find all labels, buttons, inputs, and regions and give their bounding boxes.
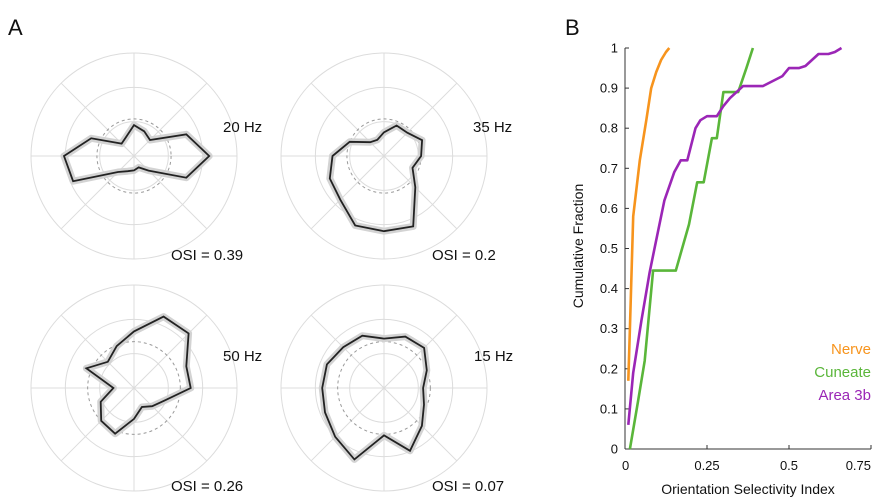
y-tick-label: 0.2	[600, 361, 618, 376]
tuning-error-band	[326, 122, 426, 235]
polar-spoke	[60, 387, 135, 462]
polar-ring	[64, 318, 204, 458]
tuning-curve	[328, 124, 424, 233]
cdf-series	[627, 46, 843, 450]
polar-canvas	[280, 284, 488, 492]
polar-canvas	[30, 52, 238, 260]
polar-ring	[314, 318, 454, 458]
polar-spoke	[60, 155, 135, 230]
osi-label: OSI = 0.26	[171, 478, 243, 495]
x-tick-label: 0.5	[780, 458, 798, 473]
y-tick-label: 0.5	[600, 241, 618, 256]
polar-spoke	[133, 314, 208, 389]
legend-cuneate: Cuneate	[814, 364, 871, 381]
polar-spoke	[60, 314, 135, 389]
series-line-area-3b	[627, 46, 843, 426]
polar-ring	[349, 353, 419, 423]
series-line-cuneate	[628, 47, 755, 450]
polar-plot-50hz: 50 Hz OSI = 0.26	[30, 284, 262, 495]
y-tick-label: 0.1	[600, 401, 618, 416]
polar-panel: 20 Hz OSI = 0.39 35 Hz OSI = 0.2 50 Hz O…	[30, 52, 513, 495]
reference-circle	[87, 341, 181, 435]
polar-ring	[314, 86, 454, 226]
x-tick-label: 0	[622, 458, 629, 473]
y-tick-label: 0.3	[600, 321, 618, 336]
polar-spoke	[383, 82, 458, 157]
polar-ring	[280, 284, 488, 492]
cdf-panel: 0 0.1 0.2 0.3 0.4 0.5 0.6 0.7 0.8 0.9 1 0 0.25 0.5 0.7…	[570, 41, 872, 497]
y-tick-label: 0.8	[600, 121, 618, 136]
polar-spoke	[310, 314, 385, 389]
polar-plot-35hz: 35 Hz OSI = 0.2	[280, 52, 512, 264]
y-tick-label: 0	[611, 442, 618, 457]
cdf-axes: 0 0.1 0.2 0.3 0.4 0.5 0.6 0.7 0.8 0.9 1 0 0.25 0.5 0.7…	[600, 41, 872, 473]
polar-ring	[30, 52, 238, 260]
tuning-curve	[321, 334, 428, 461]
polar-canvas	[30, 284, 238, 492]
osi-label: OSI = 0.07	[432, 478, 504, 495]
reference-circle	[96, 118, 172, 194]
frequency-label: 15 Hz	[474, 348, 513, 365]
x-tick-label: 0.25	[694, 458, 719, 473]
polar-spoke	[310, 155, 385, 230]
series-line-nerve	[627, 47, 671, 381]
y-tick-label: 0.9	[600, 81, 618, 96]
panel-label-b: B	[565, 15, 580, 40]
polar-spoke	[383, 155, 458, 230]
y-tick-label: 0.4	[600, 281, 618, 296]
tuning-curve	[84, 315, 192, 435]
y-tick-label: 1	[611, 41, 618, 56]
y-tick-label: 0.6	[600, 201, 618, 216]
polar-plot-15hz: 15 Hz OSI = 0.07	[280, 284, 513, 495]
frequency-label: 35 Hz	[473, 119, 512, 136]
polar-spoke	[133, 82, 208, 157]
polar-plot-20hz: 20 Hz OSI = 0.39	[30, 52, 262, 264]
osi-label: OSI = 0.39	[171, 247, 243, 264]
y-axis-label: Cumulative Fraction	[570, 184, 586, 309]
y-tick-label: 0.7	[600, 161, 618, 176]
polar-ring	[280, 52, 488, 260]
polar-ring	[30, 284, 238, 492]
legend-nerve: Nerve	[831, 341, 871, 358]
polar-spoke	[310, 387, 385, 462]
polar-spoke	[383, 314, 458, 389]
x-axis-label: Orientation Selectivity Index	[661, 481, 835, 497]
polar-canvas	[280, 52, 488, 260]
frequency-label: 50 Hz	[223, 348, 262, 365]
polar-spoke	[133, 387, 208, 462]
x-tick-label: 0.75	[846, 458, 871, 473]
frequency-label: 20 Hz	[223, 119, 262, 136]
panel-label-a: A	[8, 15, 23, 40]
tuning-curve	[62, 123, 211, 183]
osi-label: OSI = 0.2	[432, 247, 496, 264]
legend-area-3b: Area 3b	[818, 387, 871, 404]
